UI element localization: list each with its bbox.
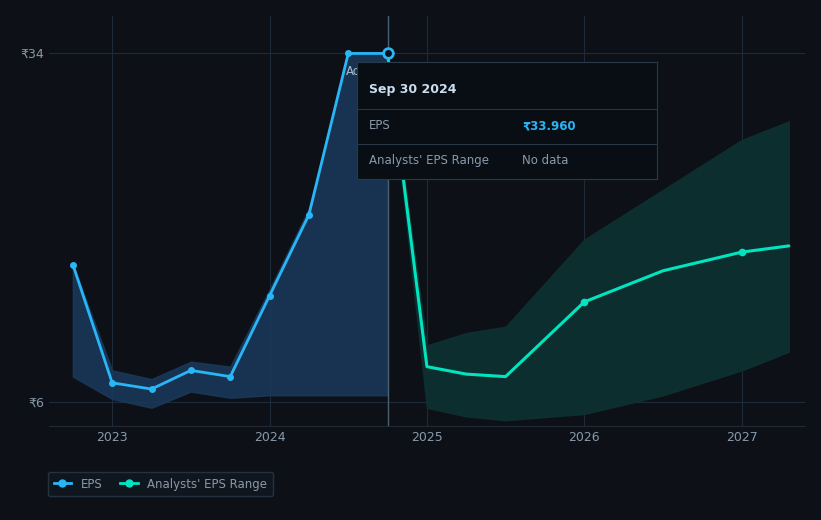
Text: EPS: EPS — [369, 119, 391, 132]
Legend: EPS, Analysts' EPS Range: EPS, Analysts' EPS Range — [48, 472, 273, 497]
Text: Analysts' EPS Range: Analysts' EPS Range — [369, 154, 489, 167]
Text: No data: No data — [522, 154, 568, 167]
Text: ₹33.960: ₹33.960 — [522, 119, 576, 132]
Text: Sep 30 2024: Sep 30 2024 — [369, 83, 456, 96]
Text: Actual: Actual — [346, 64, 383, 77]
Text: Analysts Forecasts: Analysts Forecasts — [392, 64, 502, 77]
